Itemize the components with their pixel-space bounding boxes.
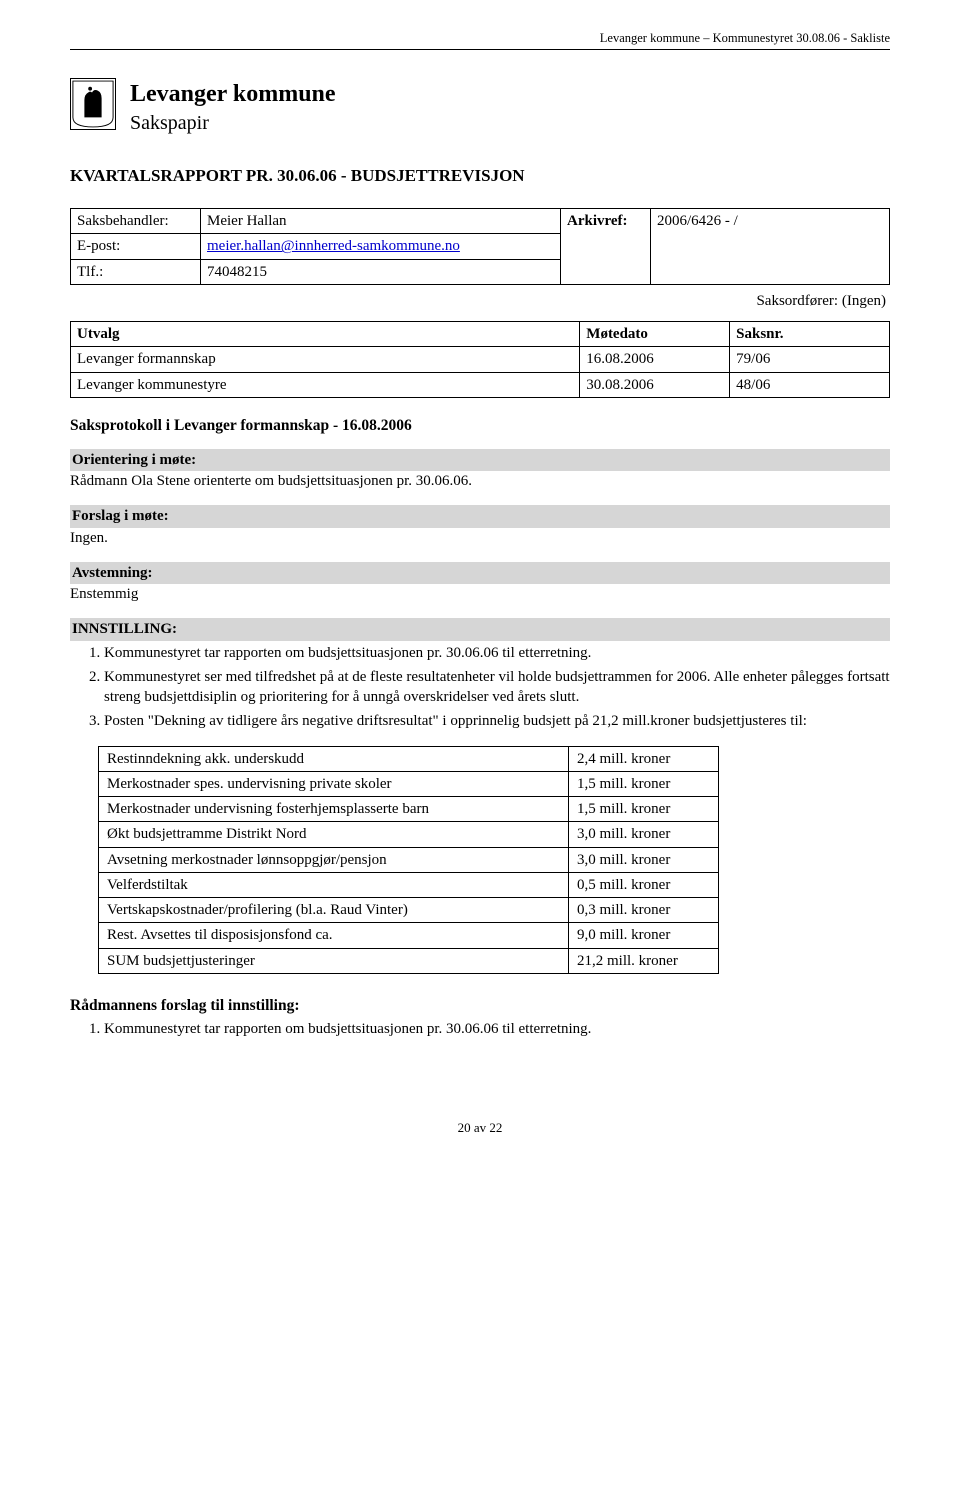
avstemning-heading: Avstemning: — [70, 562, 890, 584]
meta-label: Saksbehandler: — [71, 209, 201, 234]
list-item: Kommunestyret tar rapporten om budsjetts… — [104, 1019, 890, 1039]
table-header: Møtedato — [580, 322, 730, 347]
orientering-heading: Orientering i møte: — [70, 449, 890, 471]
org-block: Levanger kommune Sakspapir — [70, 78, 890, 137]
table-cell: 30.08.2006 — [580, 372, 730, 397]
avstemning-text: Enstemmig — [70, 584, 890, 604]
document-title: KVARTALSRAPPORT PR. 30.06.06 - BUDSJETTR… — [70, 165, 890, 188]
table-row: Merkostnader undervisning fosterhjemspla… — [99, 797, 719, 822]
table-row: Restinndekning akk. underskudd2,4 mill. … — [99, 746, 719, 771]
innstilling-heading: INNSTILLING: — [70, 618, 890, 640]
table-cell: SUM budsjettjusteringer — [99, 948, 569, 973]
budget-table: Restinndekning akk. underskudd2,4 mill. … — [98, 746, 719, 974]
innstilling-list: Kommunestyret tar rapporten om budsjetts… — [94, 643, 890, 732]
table-cell: 9,0 mill. kroner — [569, 923, 719, 948]
protokoll-heading: Saksprotokoll i Levanger formannskap - 1… — [70, 416, 890, 437]
radmann-heading: Rådmannens forslag til innstilling: — [70, 996, 890, 1017]
table-cell: 21,2 mill. kroner — [569, 948, 719, 973]
table-row: Levanger kommunestyre 30.08.2006 48/06 — [71, 372, 890, 397]
forslag-text: Ingen. — [70, 528, 890, 548]
table-row: SUM budsjettjusteringer21,2 mill. kroner — [99, 948, 719, 973]
radmann-list: Kommunestyret tar rapporten om budsjetts… — [94, 1019, 890, 1039]
table-cell: 2,4 mill. kroner — [569, 746, 719, 771]
table-cell: 16.08.2006 — [580, 347, 730, 372]
table-cell: Levanger kommunestyre — [71, 372, 580, 397]
meta-label: Tlf.: — [71, 259, 201, 284]
table-cell: Vertskapskostnader/profilering (bl.a. Ra… — [99, 898, 569, 923]
org-subtitle: Sakspapir — [130, 110, 336, 137]
email-link[interactable]: meier.hallan@innherred-samkommune.no — [207, 238, 460, 254]
table-cell: Levanger formannskap — [71, 347, 580, 372]
table-row: Merkostnader spes. undervisning private … — [99, 771, 719, 796]
table-row: Økt budsjettramme Distrikt Nord3,0 mill.… — [99, 822, 719, 847]
table-cell: 3,0 mill. kroner — [569, 822, 719, 847]
table-cell: Merkostnader spes. undervisning private … — [99, 771, 569, 796]
orientering-text: Rådmann Ola Stene orienterte om budsjett… — [70, 471, 890, 491]
table-header: Saksnr. — [730, 322, 890, 347]
meta-value: 74048215 — [201, 259, 561, 284]
table-row: Rest. Avsettes til disposisjonsfond ca.9… — [99, 923, 719, 948]
org-name: Levanger kommune — [130, 78, 336, 110]
table-row: Avsetning merkostnader lønnsoppgjør/pens… — [99, 847, 719, 872]
table-cell: Merkostnader undervisning fosterhjemspla… — [99, 797, 569, 822]
meta-table: Saksbehandler: Meier Hallan Arkivref: 20… — [70, 208, 890, 285]
table-row: Levanger formannskap 16.08.2006 79/06 — [71, 347, 890, 372]
meta-value: Meier Hallan — [201, 209, 561, 234]
meta-label: E-post: — [71, 234, 201, 259]
list-item: Kommunestyret ser med tilfredshet på at … — [104, 667, 890, 708]
table-cell: 0,3 mill. kroner — [569, 898, 719, 923]
table-cell: Rest. Avsettes til disposisjonsfond ca. — [99, 923, 569, 948]
saksordforer: Saksordfører: (Ingen) — [70, 291, 886, 311]
table-row: Velferdstiltak0,5 mill. kroner — [99, 872, 719, 897]
list-item: Posten "Dekning av tidligere års negativ… — [104, 711, 890, 731]
table-header: Utvalg — [71, 322, 580, 347]
page-footer: 20 av 22 — [70, 1119, 890, 1137]
page-header-line: Levanger kommune – Kommunestyret 30.08.0… — [70, 30, 890, 50]
table-cell: 1,5 mill. kroner — [569, 771, 719, 796]
table-cell: Økt budsjettramme Distrikt Nord — [99, 822, 569, 847]
arkivref-value: 2006/6426 - / — [657, 213, 738, 229]
table-cell: 3,0 mill. kroner — [569, 847, 719, 872]
table-row: Vertskapskostnader/profilering (bl.a. Ra… — [99, 898, 719, 923]
table-cell: 1,5 mill. kroner — [569, 797, 719, 822]
table-cell: Avsetning merkostnader lønnsoppgjør/pens… — [99, 847, 569, 872]
table-cell: 0,5 mill. kroner — [569, 872, 719, 897]
table-cell: Restinndekning akk. underskudd — [99, 746, 569, 771]
table-cell: Velferdstiltak — [99, 872, 569, 897]
table-cell: 48/06 — [730, 372, 890, 397]
list-item: Kommunestyret tar rapporten om budsjetts… — [104, 643, 890, 663]
municipality-logo — [70, 78, 116, 130]
arkivref-label: Arkivref: — [567, 213, 628, 229]
table-cell: 79/06 — [730, 347, 890, 372]
forslag-heading: Forslag i møte: — [70, 505, 890, 527]
utvalg-table: Utvalg Møtedato Saksnr. Levanger formann… — [70, 321, 890, 398]
